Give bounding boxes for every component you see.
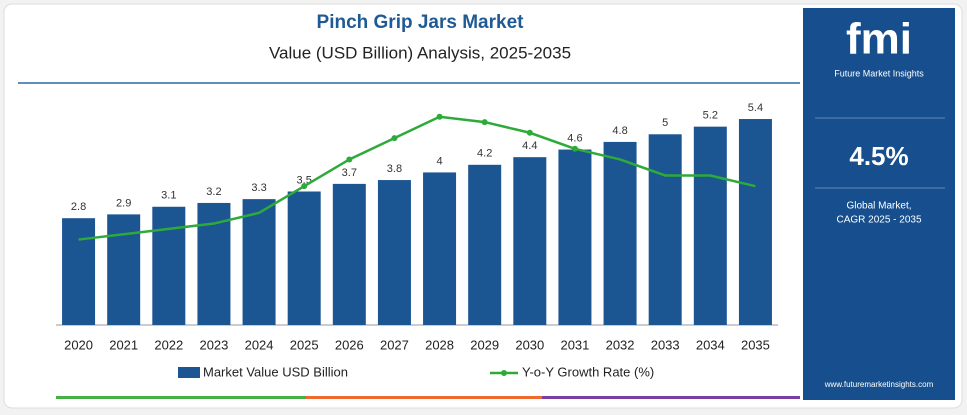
data-label: 2.8 — [71, 201, 86, 213]
bar — [332, 183, 366, 325]
data-label: 4.8 — [612, 125, 627, 137]
x-tick-label: 2026 — [335, 337, 364, 352]
legend-swatch — [501, 370, 507, 376]
data-label: 4 — [437, 155, 443, 167]
bar — [468, 164, 502, 325]
legend-swatch — [178, 367, 200, 378]
x-tick-label: 2022 — [154, 337, 183, 352]
brand: Future Market Insights — [834, 68, 924, 78]
bar — [377, 180, 411, 325]
bar — [242, 199, 276, 325]
bar — [287, 191, 321, 325]
chart-title: Pinch Grip Jars Market — [317, 12, 525, 33]
data-label: 5.2 — [703, 110, 718, 122]
data-label: 3.3 — [251, 182, 266, 194]
data-label: 3.2 — [206, 186, 221, 198]
website: www.futuremarketinsights.com — [824, 380, 934, 389]
x-tick-label: 2021 — [109, 337, 138, 352]
data-label: 5 — [662, 117, 668, 129]
bar — [513, 157, 547, 325]
bar — [693, 126, 727, 326]
x-tick-label: 2034 — [696, 337, 725, 352]
growth-marker — [436, 113, 443, 120]
cagr-caption: Global Market, — [846, 201, 911, 212]
bar — [107, 214, 141, 325]
cagr-value: 4.5% — [849, 141, 908, 171]
x-tick-label: 2035 — [741, 337, 770, 352]
cagr-caption: CAGR 2025 - 2035 — [836, 215, 921, 226]
x-tick-label: 2025 — [290, 337, 319, 352]
data-label: 5.4 — [748, 102, 763, 114]
x-tick-label: 2028 — [425, 337, 454, 352]
bar — [648, 134, 682, 325]
bar — [603, 141, 637, 325]
legend-label: Market Value USD Billion — [203, 364, 348, 379]
growth-line — [78, 115, 756, 241]
x-tick-label: 2023 — [199, 337, 228, 352]
x-tick-label: 2031 — [560, 337, 589, 352]
bar — [152, 206, 186, 325]
data-label: 4.6 — [567, 132, 582, 144]
x-tick-label: 2020 — [64, 337, 93, 352]
growth-marker — [481, 119, 488, 126]
x-tick-label: 2024 — [245, 337, 274, 352]
accent-purple — [542, 396, 800, 399]
accent-orange — [306, 396, 542, 399]
data-label: 3.7 — [342, 167, 357, 179]
x-tick-label: 2033 — [651, 337, 680, 352]
data-label: 4.4 — [522, 140, 537, 152]
bar — [62, 218, 96, 325]
side-panel — [803, 8, 955, 400]
data-label: 3.1 — [161, 190, 176, 202]
bar — [738, 119, 772, 326]
x-tick-label: 2032 — [606, 337, 635, 352]
bar — [558, 149, 592, 325]
growth-marker — [526, 129, 533, 136]
growth-marker — [391, 135, 398, 142]
data-label: 3.8 — [387, 163, 402, 175]
data-label: 4.2 — [477, 148, 492, 160]
chart-subtitle: Value (USD Billion) Analysis, 2025-2035 — [269, 43, 571, 62]
legend-label: Y-o-Y Growth Rate (%) — [522, 364, 654, 379]
accent-green — [56, 396, 306, 399]
x-tick-label: 2027 — [380, 337, 409, 352]
x-tick-label: 2029 — [470, 337, 499, 352]
bar — [423, 172, 457, 325]
growth-marker — [301, 183, 308, 190]
x-tick-label: 2030 — [515, 337, 544, 352]
logo: fmi — [846, 15, 912, 64]
growth-marker — [346, 156, 353, 163]
growth-marker — [571, 145, 578, 152]
data-label: 2.9 — [116, 197, 131, 209]
